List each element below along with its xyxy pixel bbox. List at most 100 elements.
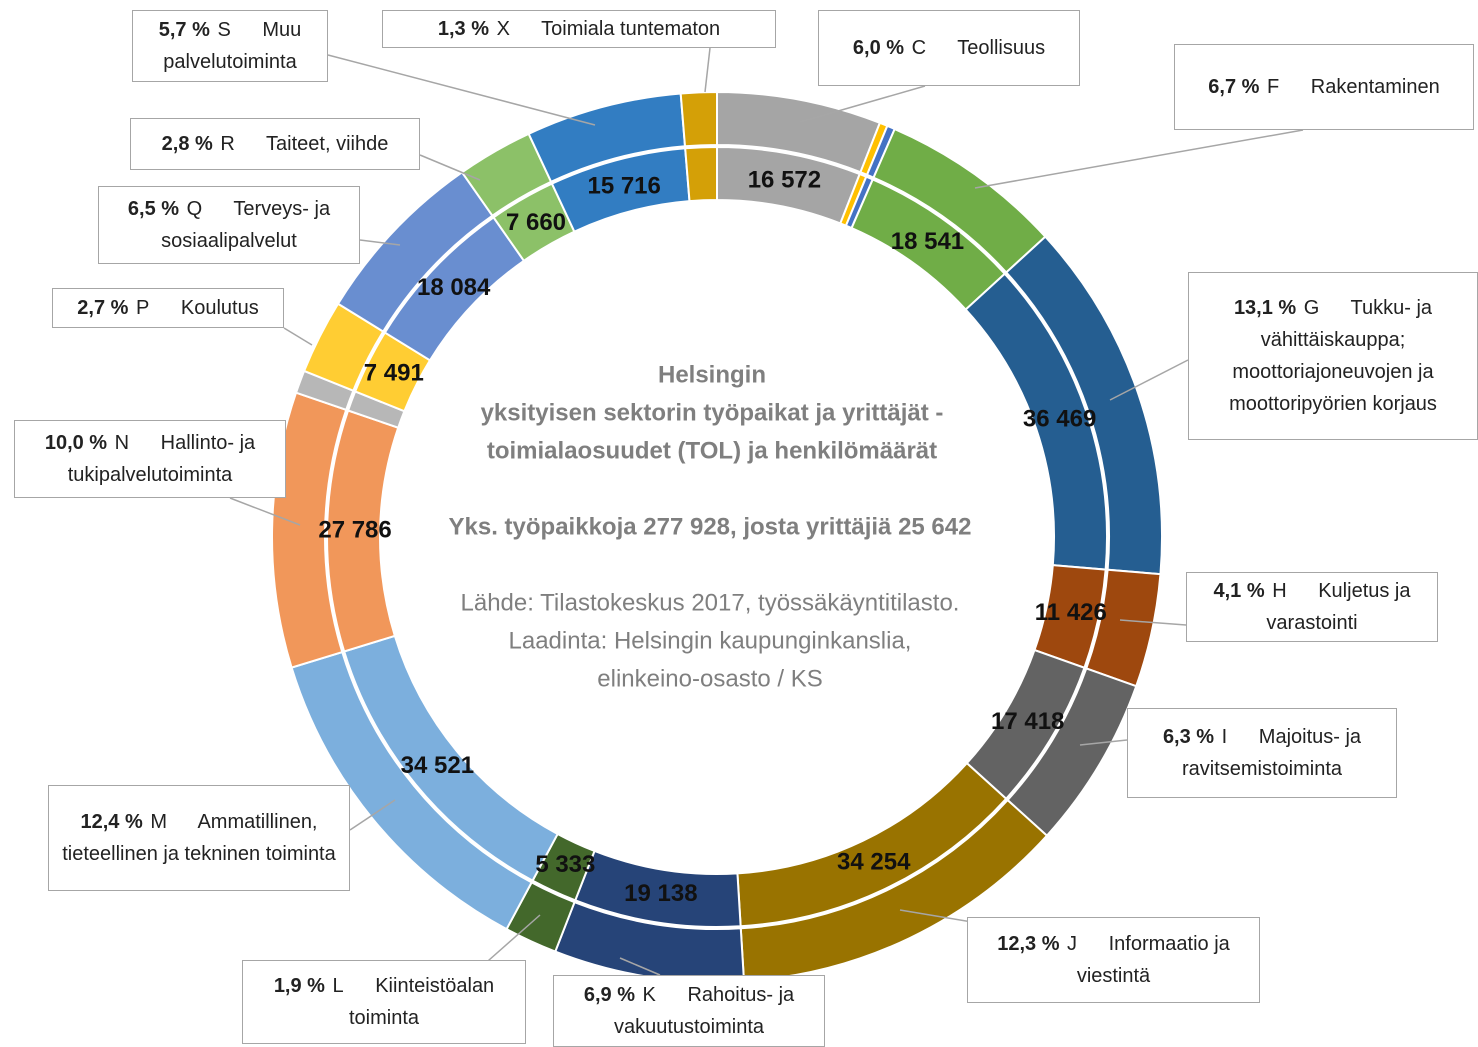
percent-label: 12,4 % — [80, 811, 143, 833]
source-line: elinkeino-osasto / KS — [597, 665, 822, 692]
source-line: Lähde: Tilastokeskus 2017, työssäkäyntit… — [461, 589, 960, 616]
callout: 13,1 % G Tukku- ja vähittäiskauppa; moot… — [1188, 272, 1478, 440]
code-label: R — [220, 133, 235, 155]
code-label: G — [1303, 297, 1320, 319]
percent-label: 13,1 % — [1233, 297, 1297, 319]
callout-text: 5,7 % S Muu palvelutoiminta — [141, 14, 319, 78]
percent-label: 6,0 % — [852, 37, 905, 59]
callout-text: 6,7 % F Rakentaminen — [1208, 71, 1439, 103]
callout: 2,8 % R Taiteet, viihde — [130, 118, 420, 170]
leader-line — [1079, 739, 1128, 746]
percent-label: 1,9 % — [273, 975, 325, 997]
count-label: 7 491 — [364, 359, 424, 386]
callout-text: 6,5 % Q Terveys- ja sosiaalipalvelut — [107, 193, 351, 257]
leader-line — [974, 129, 1304, 189]
percent-label: 4,1 % — [1213, 580, 1265, 602]
callout-text: 12,3 % J Informaatio ja viestintä — [976, 928, 1251, 992]
callout-text: 6,3 % I Majoitus- ja ravitsemistoiminta — [1136, 721, 1388, 785]
leader-line — [1109, 359, 1189, 401]
name-label: Tukku- ja vähittäiskauppa; moottoriajone… — [1229, 297, 1437, 415]
count-label: 27 786 — [318, 516, 391, 543]
callout-text: 10,0 % N Hallinto- ja tukipalvelutoimint… — [23, 427, 277, 491]
code-label: N — [114, 432, 130, 454]
count-label: 7 660 — [506, 209, 566, 236]
count-label: 19 138 — [624, 880, 697, 907]
callout: 6,3 % I Majoitus- ja ravitsemistoiminta — [1127, 708, 1397, 798]
code-label: P — [135, 297, 150, 319]
leader-line — [799, 85, 926, 123]
leader-line — [704, 47, 711, 93]
percent-label: 6,9 % — [583, 984, 635, 1006]
name-label: Informaatio ja viestintä — [1076, 933, 1230, 987]
count-label: 16 572 — [748, 167, 821, 194]
name-label: Rakentaminen — [1310, 76, 1440, 98]
callout: 10,0 % N Hallinto- ja tukipalvelutoimint… — [14, 420, 286, 498]
name-label: Muu palvelutoiminta — [163, 19, 302, 73]
leader-line — [349, 799, 396, 831]
code-label: M — [150, 811, 167, 833]
callout-text: 1,3 % X Toimiala tuntematon — [438, 13, 720, 45]
leader-line — [619, 957, 661, 976]
callout: 5,7 % S Muu palvelutoiminta — [132, 10, 328, 82]
name-label: Ammatillinen, tieteellinen ja tekninen t… — [62, 811, 336, 865]
name-label: Kuljetus ja varastointi — [1266, 580, 1411, 634]
code-label: I — [1221, 726, 1228, 748]
callout: 12,4 % M Ammatillinen, tieteellinen ja t… — [48, 785, 350, 891]
count-label: 18 084 — [417, 274, 491, 301]
callout: 6,7 % F Rakentaminen — [1174, 44, 1474, 130]
code-label: C — [911, 37, 927, 59]
name-label: Terveys- ja sosiaalipalvelut — [161, 198, 331, 252]
count-label: 15 716 — [587, 172, 660, 199]
callout-text: 6,9 % K Rahoitus- ja vakuutustoiminta — [562, 979, 816, 1043]
code-label: Q — [186, 198, 203, 220]
callout: 1,3 % X Toimiala tuntematon — [382, 10, 776, 48]
callout-text: 1,9 % L Kiinteistöalan toiminta — [251, 970, 517, 1034]
name-label: Kiinteistöalan toiminta — [348, 975, 495, 1029]
name-label: Majoitus- ja ravitsemistoiminta — [1181, 726, 1362, 780]
source-line: Laadinta: Helsingin kaupunginkanslia, — [509, 627, 912, 654]
callout-text: 12,4 % M Ammatillinen, tieteellinen ja t… — [57, 806, 341, 870]
count-label: 36 469 — [1023, 406, 1096, 433]
percent-label: 6,7 % — [1208, 76, 1260, 98]
percent-label: 5,7 % — [158, 19, 210, 41]
percent-label: 6,5 % — [127, 198, 180, 220]
callout-text: 6,0 % C Teollisuus — [853, 32, 1045, 64]
code-label: X — [496, 18, 510, 40]
leader-line — [229, 497, 301, 526]
count-labels: 16 572 18 541 36 469 11 426 17 418 34 254 19 1… — [318, 167, 1107, 907]
name-label: Taiteet, viihde — [266, 133, 389, 155]
name-label: Hallinto- ja tukipalvelutoiminta — [67, 432, 256, 486]
name-label: Rahoitus- ja vakuutustoiminta — [613, 984, 795, 1038]
percent-label: 1,3 % — [437, 18, 490, 40]
count-label: 17 418 — [991, 708, 1064, 735]
inner-segment — [684, 145, 718, 203]
callout-text: 4,1 % H Kuljetus ja varastointi — [1195, 575, 1429, 639]
title-line: toimialaosuudet (TOL) ja henkilömäärät — [487, 437, 937, 464]
callout: 6,5 % Q Terveys- ja sosiaalipalvelut — [98, 186, 360, 264]
leader-line — [327, 54, 596, 126]
title-line: yksityisen sektorin työpaikat ja yrittäj… — [481, 399, 944, 426]
count-label: 34 521 — [401, 752, 474, 779]
callout: 6,9 % K Rahoitus- ja vakuutustoiminta — [553, 975, 825, 1047]
code-label: S — [217, 19, 231, 41]
count-label: 34 254 — [837, 849, 911, 876]
callout: 2,7 % P Koulutus — [52, 288, 284, 328]
code-label: F — [1266, 76, 1280, 98]
count-label: 11 426 — [1035, 599, 1107, 626]
leader-line — [1119, 619, 1187, 626]
code-label: J — [1067, 933, 1078, 955]
leader-line — [479, 914, 541, 969]
subtitle: Yks. työpaikkoja 277 928, josta yrittäji… — [449, 513, 972, 540]
code-label: K — [642, 984, 656, 1006]
count-label: 18 541 — [891, 228, 964, 255]
percent-label: 2,7 % — [77, 297, 129, 319]
callout-text: 13,1 % G Tukku- ja vähittäiskauppa; moot… — [1197, 292, 1469, 420]
leader-line — [419, 154, 481, 181]
code-label: H — [1272, 580, 1287, 602]
percent-label: 6,3 % — [1162, 726, 1215, 748]
segments — [271, 90, 1163, 983]
callout-text: 2,7 % P Koulutus — [77, 292, 258, 324]
title-line: Helsingin — [658, 361, 766, 388]
leader-line — [359, 239, 401, 246]
